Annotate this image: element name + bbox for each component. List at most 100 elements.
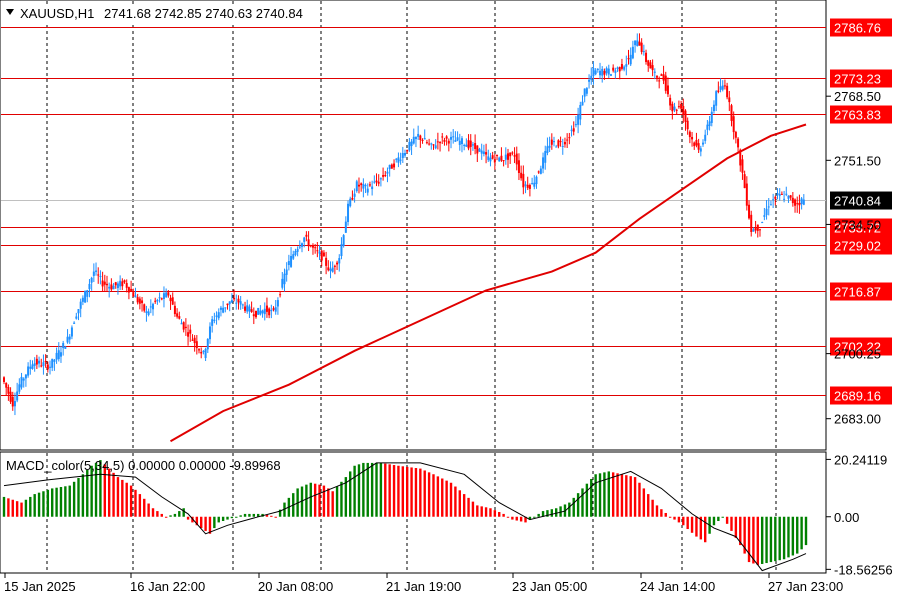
candle-body [496,155,499,157]
candle-body [739,149,742,166]
current-price-label: 2740.84 [834,194,881,209]
candle-body [730,105,733,121]
candle-body [35,358,38,365]
macd-bar [642,488,646,517]
candle-body [390,164,393,169]
candle-body [119,280,122,287]
candle-body [465,144,468,147]
macd-bar [725,516,729,524]
macd-bar [362,462,365,517]
candle-body [13,401,16,407]
candle-body [627,58,630,60]
macd-bar [164,516,168,518]
macd-bar [248,513,251,517]
time-axis: 15 Jan 2025 16 Jan 22:00 20 Jan 08:00 21 Ja… [4,573,843,594]
candle-body [73,322,76,324]
candle-body [246,305,249,312]
candle-body [612,67,615,71]
macd-bar [677,516,681,523]
time-grid [46,1,777,572]
candle-body [62,343,65,349]
candle-body [785,193,788,195]
macd-bar [546,510,549,517]
candle-body [254,310,257,318]
candle-body [193,337,196,344]
macd-bar [476,505,479,517]
candle-body [263,308,266,315]
candle-body [715,91,718,106]
candle-body [752,229,755,232]
candle-body [522,173,525,188]
macd-bar [445,480,448,517]
macd-bar [620,474,624,517]
macd-bar [423,470,426,517]
macd-bar [498,512,501,517]
macd-bar [778,516,781,561]
candle-body [783,198,786,200]
candle-body [662,74,665,81]
candle-body [697,143,700,150]
candle-body [208,326,211,340]
macd-bar [511,516,514,520]
candle-body [88,283,91,290]
candle-body [706,124,709,130]
candle-body [360,183,363,186]
macd-bar [186,516,190,520]
candle-body [758,229,761,231]
macd-bar [375,462,378,517]
level-tag [830,69,892,88]
candle-body [189,329,192,334]
candle-body [272,308,275,310]
candle-body [616,67,619,69]
macd-bar [664,512,667,517]
candle-body [184,326,187,329]
candle-body [563,141,566,145]
candle-body [158,297,161,299]
candle-body [285,269,288,275]
time-label: 24 Jan 14:00 [640,579,715,594]
macd-bar [712,516,716,526]
candle-body [307,239,310,247]
macd-bar [581,488,584,517]
macd-bar [541,511,545,517]
macd-bar [265,514,269,517]
macd-bar [668,516,672,518]
candle-body [86,290,89,297]
candle-body [239,301,242,305]
indicator-pane[interactable] [0,451,827,574]
macd-bar [651,499,654,517]
candle-body [414,136,417,140]
candle-body [281,278,284,288]
candle-body [734,131,737,138]
candle-body [377,181,380,184]
candle-body [500,155,503,161]
candle-body [364,185,367,187]
macd-bar [37,492,41,517]
macd-bar [239,515,242,517]
macd-bar [344,477,348,517]
candle-body [787,195,790,199]
candle-body [680,104,683,109]
candle-body [103,281,106,285]
candle-body [301,243,304,247]
candle-body [517,160,520,173]
candle-body [498,157,501,162]
macd-bar [173,513,177,517]
candle-body [798,202,801,206]
main-pane[interactable] [0,0,827,451]
triangle-down-icon[interactable] [6,9,14,15]
candle-body [772,199,775,201]
candle-body [305,234,308,237]
candle-body [423,138,426,140]
candle-body [594,70,597,75]
candle-body [439,142,442,144]
candle-body [579,104,582,120]
candle-body [511,152,514,154]
macd-bar [68,485,71,517]
candle-body [452,136,455,138]
level-lines[interactable]: 2786.76 2773.23 2763.83 2733.72 2729.02 2716.… [1,18,892,405]
candle-body [684,110,687,122]
candle-body [379,178,382,180]
candle-body [502,160,505,162]
